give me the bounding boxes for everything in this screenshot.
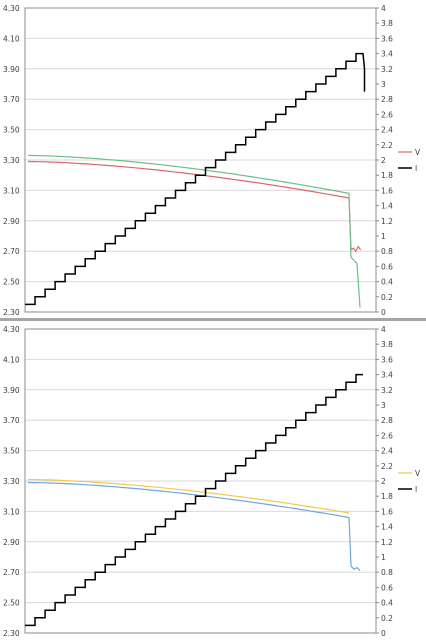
y2-tick-label: 1.8 — [381, 171, 393, 180]
y2-tick-label: 2.8 — [381, 416, 393, 425]
y2-tick-label: 0 — [381, 308, 386, 317]
chart-panel-bottom: 4.30 4.10 3.90 3.70 3.50 3.30 3.10 2.90 2.70 2.50… — [0, 321, 426, 640]
y2-tick-label: 1.6 — [381, 186, 393, 195]
y-tick-label: 3.90 — [3, 386, 20, 395]
y-tick-label: 3.30 — [3, 477, 20, 486]
y2-tick-label: 1 — [381, 232, 386, 241]
y2-tick-label: 4 — [381, 4, 386, 13]
series-line-V — [27, 160, 362, 253]
y2-tick-label: 2.4 — [381, 126, 393, 135]
y2-tick-label: 3 — [381, 80, 386, 89]
y2-tick-label: 1.8 — [381, 492, 393, 501]
series-line-voltage-2 — [27, 481, 361, 572]
series-line-I — [25, 373, 363, 627]
y2-tick-label: 3.4 — [381, 50, 393, 59]
y2-tick-label: 4 — [381, 325, 386, 334]
y2-tick-label: 2.8 — [381, 95, 393, 104]
y-tick-label: 2.70 — [3, 568, 20, 577]
y2-tick-label: 0.4 — [381, 278, 393, 287]
y-tick-label: 3.30 — [3, 156, 20, 165]
y2-tick-label: 3.2 — [381, 386, 393, 395]
y2-tick-label: 2.2 — [381, 462, 393, 471]
y2-tick-label: 0.6 — [381, 262, 393, 271]
series-line-I — [25, 52, 366, 306]
y2-tick-label: 3 — [381, 401, 386, 410]
y2-tick-label: 0.4 — [381, 599, 393, 608]
y-tick-label: 4.10 — [3, 355, 20, 364]
legend-label: I — [415, 164, 417, 173]
plot-area — [24, 7, 377, 313]
y-tick-label: 4.30 — [3, 325, 20, 334]
panel-divider — [0, 318, 426, 321]
y2-tick-label: 2.2 — [381, 141, 393, 150]
y-tick-label: 2.50 — [3, 599, 20, 608]
plot-area — [24, 328, 377, 634]
y-tick-label: 2.30 — [3, 308, 20, 317]
y-tick-label: 2.90 — [3, 217, 20, 226]
y2-tick-label: 2.6 — [381, 431, 393, 440]
y-tick-label: 2.30 — [3, 629, 20, 638]
y2-tick-label: 3.8 — [381, 19, 393, 28]
y2-tick-label: 0.2 — [381, 293, 393, 302]
y-tick-label: 2.70 — [3, 247, 20, 256]
y2-tick-label: 1.2 — [381, 217, 393, 226]
y2-tick-label: 3.8 — [381, 340, 393, 349]
y2-tick-label: 3.4 — [381, 371, 393, 380]
y2-tick-label: 2.4 — [381, 447, 393, 456]
y2-tick-label: 2 — [381, 477, 386, 486]
y2-tick-label: 3.6 — [381, 355, 393, 364]
y-tick-label: 3.70 — [3, 95, 20, 104]
y-tick-label: 3.50 — [3, 126, 20, 135]
y2-tick-label: 1.4 — [381, 202, 393, 211]
chart-top: 4.30 4.10 3.90 3.70 3.50 3.30 3.10 2.90 2.70 2.50… — [3, 4, 421, 317]
y2-tick-label: 2.6 — [381, 110, 393, 119]
y2-tick-label: 0.2 — [381, 614, 393, 623]
y2-tick-label: 1.4 — [381, 523, 393, 532]
y-tick-label: 4.10 — [3, 34, 20, 43]
legend-label: V — [415, 148, 421, 157]
y-tick-label: 3.10 — [3, 507, 20, 516]
y2-tick-label: 0 — [381, 629, 386, 638]
y-tick-label: 2.50 — [3, 278, 20, 287]
series-line-voltage-2 — [27, 154, 361, 308]
y-tick-label: 4.30 — [3, 4, 20, 13]
y-tick-label: 2.90 — [3, 538, 20, 547]
chart-panel-top: 4.30 4.10 3.90 3.70 3.50 3.30 3.10 2.90 2.70 2.50… — [0, 0, 426, 319]
y-tick-label: 3.10 — [3, 186, 20, 195]
y2-tick-label: 0.8 — [381, 568, 393, 577]
y-tick-label: 3.50 — [3, 447, 20, 456]
y2-tick-label: 1.2 — [381, 538, 393, 547]
y2-tick-label: 0.6 — [381, 583, 393, 592]
legend-label: V — [415, 469, 421, 478]
y-tick-label: 3.70 — [3, 416, 20, 425]
y2-tick-label: 0.8 — [381, 247, 393, 256]
y2-tick-label: 1.6 — [381, 507, 393, 516]
y2-tick-label: 2 — [381, 156, 386, 165]
y-tick-label: 3.90 — [3, 65, 20, 74]
series-line-V — [28, 478, 350, 514]
legend-label: I — [415, 485, 417, 494]
chart-bottom: 4.30 4.10 3.90 3.70 3.50 3.30 3.10 2.90 2.70 2.50… — [3, 325, 421, 638]
y2-tick-label: 3.2 — [381, 65, 393, 74]
y2-tick-label: 3.6 — [381, 34, 393, 43]
y2-tick-label: 1 — [381, 553, 386, 562]
